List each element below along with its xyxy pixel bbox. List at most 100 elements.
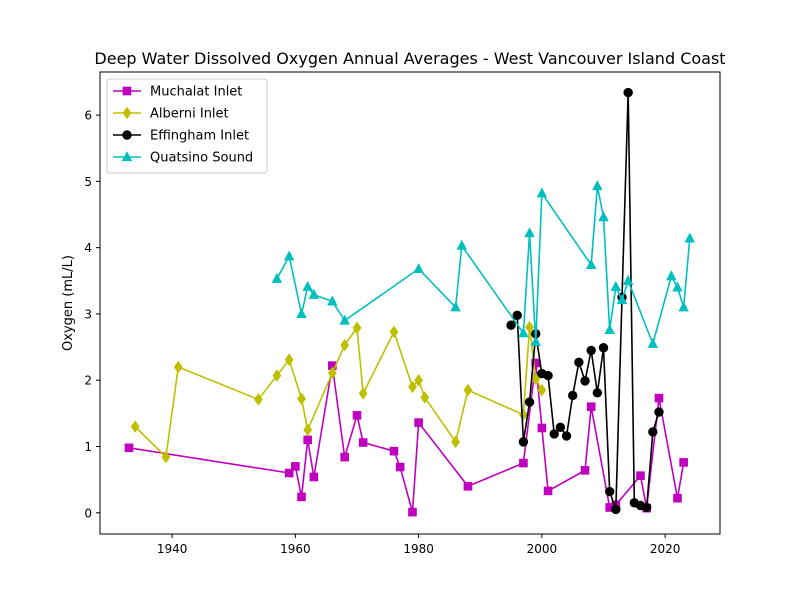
data-point xyxy=(161,450,171,464)
legend-marker xyxy=(122,130,132,140)
legend-frame xyxy=(106,78,268,174)
data-point xyxy=(395,462,405,472)
y-tick-label: 0 xyxy=(84,506,92,520)
data-point xyxy=(352,321,362,335)
data-point xyxy=(536,187,548,198)
data-point xyxy=(271,272,283,283)
data-point xyxy=(284,468,294,478)
data-point xyxy=(253,393,263,406)
legend-marker xyxy=(121,151,133,162)
data-point xyxy=(327,295,338,306)
data-point xyxy=(518,327,529,338)
data-point xyxy=(622,274,634,285)
data-point xyxy=(524,397,535,407)
data-point xyxy=(555,422,566,432)
data-point xyxy=(130,420,140,433)
data-point xyxy=(302,280,313,291)
data-point xyxy=(537,383,547,397)
legend-item: Quatsino Sound xyxy=(113,151,253,166)
data-point xyxy=(648,427,658,437)
data-point xyxy=(678,301,689,312)
data-point xyxy=(463,383,473,397)
legend-label: Quatsino Sound xyxy=(150,151,253,166)
data-point xyxy=(530,335,541,346)
data-point xyxy=(543,486,553,496)
data-point xyxy=(272,369,282,382)
x-tick-label: 1960 xyxy=(280,542,311,556)
data-point xyxy=(297,392,306,406)
data-point xyxy=(586,402,596,412)
data-point xyxy=(604,486,615,497)
legend-item: Effingham Inlet xyxy=(113,129,249,144)
data-point xyxy=(641,502,652,513)
data-point xyxy=(303,435,312,445)
series-line xyxy=(276,185,691,345)
legend-marker xyxy=(122,86,132,96)
data-point xyxy=(414,418,423,427)
data-point xyxy=(340,338,350,352)
data-point xyxy=(561,431,572,441)
data-point xyxy=(389,446,399,456)
data-point xyxy=(531,372,541,386)
data-point xyxy=(574,357,584,368)
data-point xyxy=(291,462,300,471)
legend-item: Muchalat Inlet xyxy=(113,85,242,100)
data-point xyxy=(592,180,603,191)
data-point xyxy=(537,423,547,433)
data-point xyxy=(308,288,320,299)
data-point xyxy=(340,452,349,462)
series-3 xyxy=(271,180,696,348)
data-point xyxy=(309,472,319,482)
x-tick-label: 1980 xyxy=(403,542,434,556)
data-point xyxy=(580,466,590,475)
y-axis: 0 1 2 3 4 5 6 xyxy=(84,109,100,520)
data-point xyxy=(586,345,596,356)
chart-title: Deep Water Dissolved Oxygen Annual Avera… xyxy=(94,49,725,68)
legend: Muchalat Inlet Alberni Inlet Effingham Inl… xyxy=(106,78,268,174)
series-line xyxy=(128,362,685,513)
data-point xyxy=(636,471,645,480)
data-point xyxy=(525,320,534,334)
legend-item: Alberni Inlet xyxy=(113,107,229,122)
data-point xyxy=(679,458,688,467)
data-point xyxy=(647,337,659,348)
data-point xyxy=(463,481,473,491)
legend-label: Muchalat Inlet xyxy=(150,85,242,100)
data-point xyxy=(585,259,597,269)
data-point xyxy=(173,360,183,374)
legend-label: Effingham Inlet xyxy=(150,129,249,144)
data-point xyxy=(413,262,424,273)
y-tick-label: 3 xyxy=(84,307,92,321)
data-point xyxy=(673,493,682,503)
data-point xyxy=(358,387,368,400)
plot-area xyxy=(124,87,696,517)
data-point xyxy=(327,366,337,380)
data-point xyxy=(598,343,609,353)
y-tick-label: 2 xyxy=(84,374,92,388)
data-point xyxy=(623,87,633,98)
data-point xyxy=(592,388,603,398)
data-point xyxy=(518,408,528,421)
data-point xyxy=(610,280,622,291)
data-point xyxy=(580,376,590,386)
data-point xyxy=(654,393,664,403)
data-point xyxy=(506,320,516,330)
data-point xyxy=(549,429,559,439)
data-point xyxy=(352,411,362,420)
data-point xyxy=(518,437,529,447)
series-1 xyxy=(130,320,547,464)
data-point xyxy=(124,443,134,453)
y-tick-label: 6 xyxy=(84,109,92,123)
data-point xyxy=(303,423,313,437)
y-tick-label: 5 xyxy=(84,175,92,189)
data-point xyxy=(616,294,628,305)
data-point xyxy=(297,492,306,502)
data-point xyxy=(598,211,609,222)
data-point xyxy=(543,370,553,381)
x-axis: 1940 1960 1980 2000 2020 xyxy=(157,534,680,556)
series-0 xyxy=(124,358,688,517)
series-line xyxy=(134,326,543,458)
data-point xyxy=(654,407,664,417)
axes-frame xyxy=(99,71,721,535)
